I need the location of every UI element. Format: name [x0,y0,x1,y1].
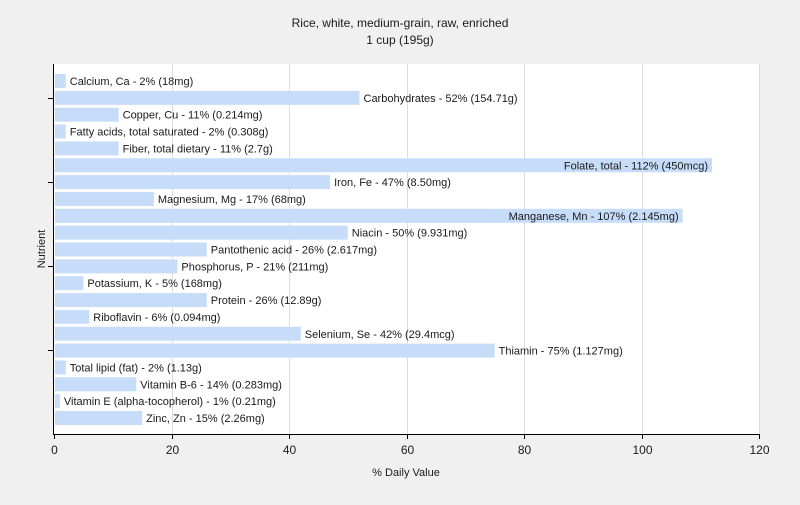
bars [55,74,712,425]
bar-label: Copper, Cu - 11% (0.214mg) [123,110,263,122]
bar [55,276,84,291]
bar-label: Magnesium, Mg - 17% (68mg) [158,194,306,206]
y-axis-label: Nutrient [36,230,48,269]
bar-label: Phosphorus, P - 21% (211mg) [181,261,328,273]
bar-label: Zinc, Zn - 15% (2.26mg) [146,413,265,425]
bar [55,74,66,88]
x-tick-label: 60 [401,443,415,457]
bar [55,293,207,308]
bar-label: Fiber, total dietary - 11% (2.7g) [123,143,273,155]
chart-title: Rice, white, medium-grain, raw, enriched [292,16,509,30]
x-tick-label: 120 [749,443,769,457]
bar-label: Calcium, Ca - 2% (18mg) [70,76,193,88]
bar [55,360,66,375]
bar-label: Folate, total - 112% (450mcg) [564,160,708,172]
bar [55,242,207,257]
x-tick-label: 20 [166,443,180,457]
bar-label: Riboflavin - 6% (0.094mg) [93,312,220,324]
bar [55,141,119,156]
bar-labels: Calcium, Ca - 2% (18mg) Carbohydrates - 5… [64,76,708,425]
bar-label: Pantothenic acid - 26% (2.617mg) [211,245,377,257]
bar [55,411,143,425]
x-tick-label: 40 [283,443,297,457]
bar [55,377,137,392]
bar-label: Iron, Fe - 47% (8.50mg) [334,177,451,189]
x-tick-label: 100 [632,443,652,457]
bar-label: Carbohydrates - 52% (154.71g) [364,93,518,105]
bar [55,225,348,240]
bar-label: Vitamin B-6 - 14% (0.283mg) [140,379,282,391]
bar [55,175,331,190]
bar-label: Manganese, Mn - 107% (2.145mg) [509,211,679,223]
bar-label: Niacin - 50% (9.931mg) [352,228,468,240]
axes [48,64,759,435]
bar [55,107,119,122]
x-ticks: 0 20 40 60 80 100 120 [51,434,770,457]
bar-label: Protein - 26% (12.89g) [211,295,322,307]
bar [55,309,90,324]
bar [55,208,683,223]
bar-label: Thiamin - 75% (1.127mg) [499,346,623,358]
bar-label: Selenium, Se - 42% (29.4mcg) [305,329,455,341]
x-tick-label: 0 [51,443,58,457]
bar [55,158,712,173]
bar-label: Fatty acids, total saturated - 2% (0.308… [70,127,269,139]
bar [55,259,178,274]
bar [55,343,495,358]
bar [55,326,301,341]
bar-label: Potassium, K - 5% (168mg) [87,278,222,290]
x-tick-label: 80 [518,443,532,457]
bar [55,394,60,409]
bar-label: Total lipid (fat) - 2% (1.13g) [70,362,202,374]
bar [55,191,154,206]
bar [55,90,360,105]
bar-label: Vitamin E (alpha-tocopherol) - 1% (0.21m… [64,396,276,408]
chart-subtitle: 1 cup (195g) [366,33,433,47]
bar [55,124,66,139]
x-axis-label: % Daily Value [372,467,440,479]
